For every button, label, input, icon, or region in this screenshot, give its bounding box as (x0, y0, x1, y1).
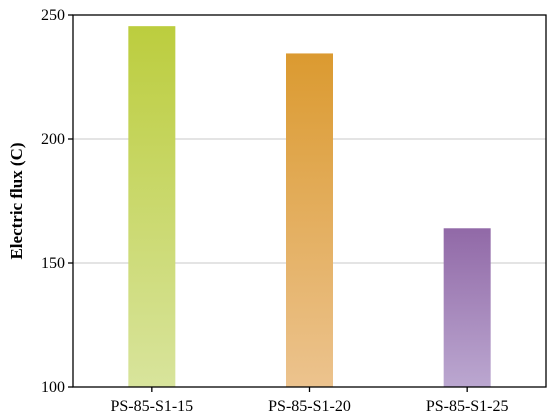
x-tick-labels: PS-85-S1-15 PS-85-S1-20 PS-85-S1-25 (110, 398, 508, 415)
y-axis-title: Electric flux (C) (7, 142, 26, 259)
bar-ps-85-s1-25 (443, 228, 491, 387)
x-tick-label: PS-85-S1-15 (110, 398, 193, 415)
axes (68, 14, 547, 392)
y-tick-labels: 100 150 200 250 (41, 7, 65, 396)
bar-ps-85-s1-20 (286, 53, 333, 387)
y-tick-label: 100 (41, 379, 65, 396)
bar-ps-85-s1-15 (128, 26, 176, 387)
x-tick-label: PS-85-S1-20 (268, 398, 351, 415)
x-tick-label: PS-85-S1-25 (426, 398, 509, 415)
bars (128, 26, 491, 387)
y-tick-label: 250 (41, 7, 65, 24)
y-tick-label: 150 (41, 255, 65, 272)
y-tick-label: 200 (41, 131, 65, 148)
